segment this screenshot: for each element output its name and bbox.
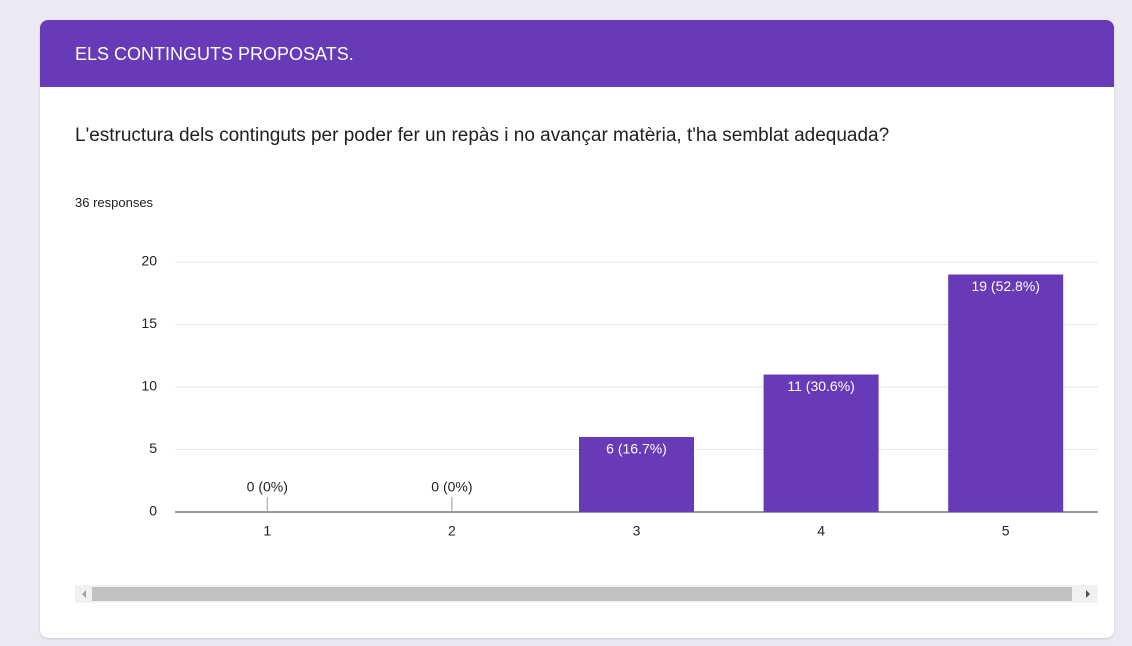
scrollbar-thumb[interactable] bbox=[92, 587, 1072, 601]
scroll-left[interactable] bbox=[82, 590, 86, 598]
response-count: 36 responses bbox=[75, 195, 154, 210]
data-label: 11 (30.6%) bbox=[787, 378, 854, 394]
y-tick-label: 0 bbox=[149, 503, 157, 519]
y-tick-label: 20 bbox=[141, 253, 157, 269]
data-label: 0 (0%) bbox=[431, 479, 472, 495]
x-tick-label: 1 bbox=[263, 523, 271, 539]
x-tick-label: 3 bbox=[633, 523, 641, 539]
scroll-right[interactable] bbox=[1086, 590, 1090, 598]
y-tick-label: 15 bbox=[141, 315, 157, 331]
bar bbox=[948, 274, 1064, 512]
bar bbox=[579, 437, 694, 512]
x-tick-label: 4 bbox=[817, 523, 825, 539]
x-tick-label: 5 bbox=[1002, 523, 1010, 539]
data-label: 19 (52.8%) bbox=[971, 278, 1039, 294]
data-label: 6 (16.7%) bbox=[606, 441, 667, 457]
question-card: ELS CONTINGUTS PROPOSATS. L'estructura d… bbox=[40, 20, 1114, 638]
section-header: ELS CONTINGUTS PROPOSATS. bbox=[40, 20, 1114, 87]
y-tick-label: 10 bbox=[141, 378, 157, 394]
bar bbox=[763, 374, 879, 512]
section-title: ELS CONTINGUTS PROPOSATS. bbox=[75, 44, 354, 64]
x-tick-label: 2 bbox=[448, 523, 456, 539]
y-tick-label: 5 bbox=[149, 440, 157, 456]
question-text: L'estructura dels continguts per poder f… bbox=[75, 125, 890, 146]
data-label: 0 (0%) bbox=[247, 479, 288, 495]
